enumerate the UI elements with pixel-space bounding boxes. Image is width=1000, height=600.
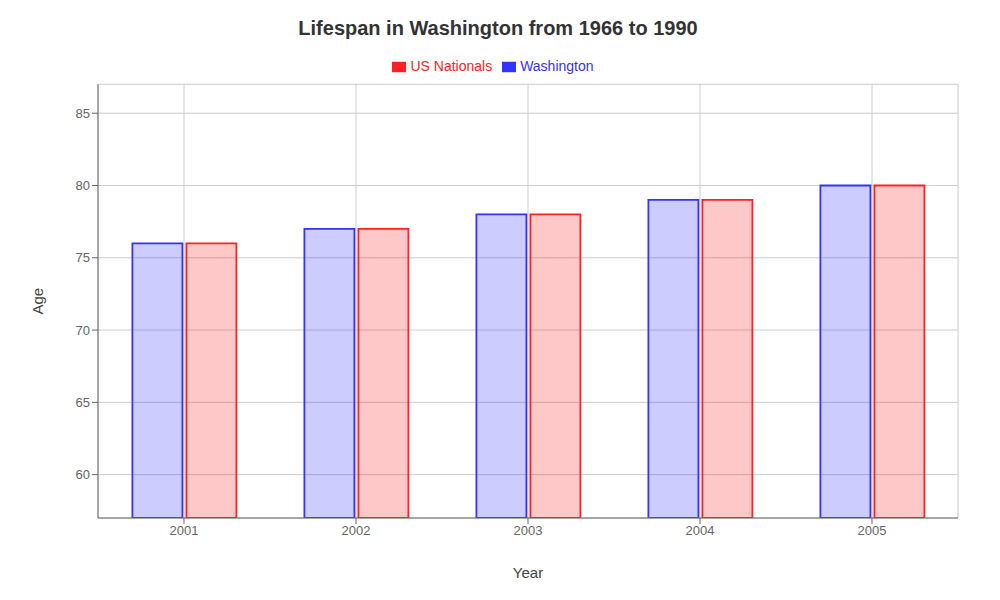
svg-text:65: 65: [76, 395, 90, 410]
svg-text:2002: 2002: [342, 523, 371, 538]
svg-text:2001: 2001: [170, 523, 199, 538]
svg-text:2005: 2005: [858, 523, 887, 538]
html-text:US Nationals: US Nationals: [410, 58, 493, 74]
svg-text:Age: Age: [29, 288, 46, 315]
html-text:Washington: Washington: [520, 58, 594, 74]
svg-text:85: 85: [76, 106, 90, 121]
html-text:Lifespan in Washington from 19: Lifespan in Washington from 1966 to 1990: [298, 17, 698, 39]
svg-text:2003: 2003: [514, 523, 543, 538]
svg-text:75: 75: [76, 250, 90, 265]
svg-text:70: 70: [76, 323, 90, 338]
svg-text:Year: Year: [513, 564, 543, 581]
svg-text:60: 60: [76, 467, 90, 482]
svg-text:80: 80: [76, 178, 90, 193]
svg-text:2004: 2004: [686, 523, 715, 538]
